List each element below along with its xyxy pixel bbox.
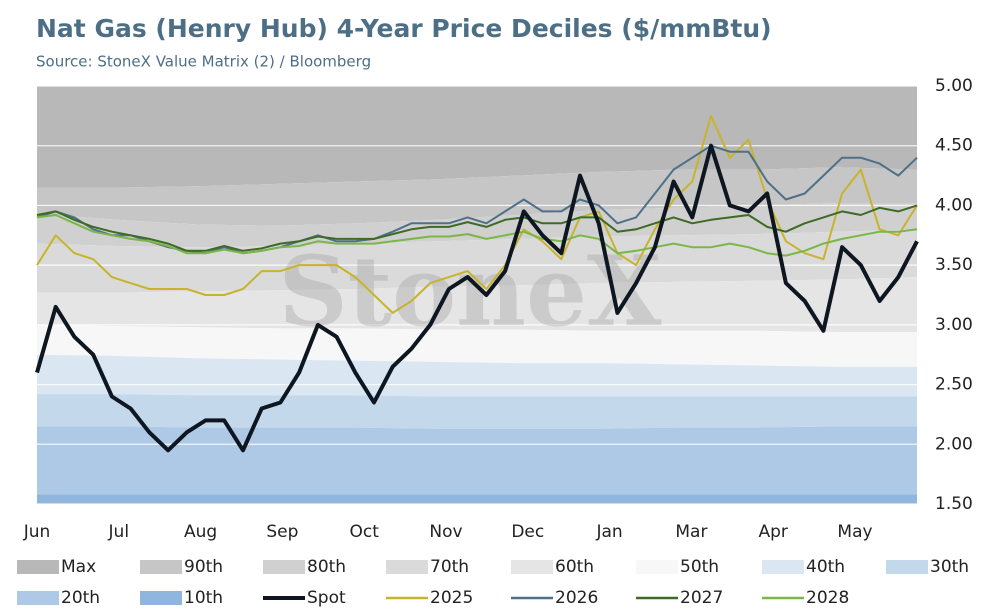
legend-swatch (140, 560, 182, 574)
legend-swatch (762, 560, 804, 574)
legend-swatch (386, 560, 428, 574)
y-tick-label: 5.00 (935, 76, 973, 96)
y-tick-label: 2.50 (935, 375, 973, 395)
series-line (36, 204, 918, 252)
legend-label: 40th (806, 557, 845, 577)
legend-swatch (17, 591, 59, 605)
y-tick-label: 4.00 (935, 195, 973, 215)
legend-label: 2027 (680, 588, 723, 608)
x-tick-label: Sep (266, 522, 298, 542)
legend-swatch (636, 560, 678, 574)
legend-label: 20th (61, 588, 100, 608)
y-tick-label: 4.50 (935, 136, 973, 156)
legend-label: Spot (307, 588, 346, 608)
decile-band (37, 394, 917, 429)
series-line (35, 143, 919, 453)
legend-label: 10th (184, 588, 223, 608)
legend-label: 70th (430, 557, 469, 577)
y-tick-label: 2.00 (935, 434, 973, 454)
legend-label: 2025 (430, 588, 473, 608)
legend-swatch (886, 560, 928, 574)
x-tick-label: Jun (23, 522, 51, 542)
x-tick-label: Nov (429, 522, 462, 542)
legend-label: 90th (184, 557, 223, 577)
decile-band (37, 494, 917, 504)
x-tick-label: Jul (108, 522, 130, 542)
chart-title: Nat Gas (Henry Hub) 4-Year Price Deciles… (36, 14, 772, 43)
x-tick-label: Jan (595, 522, 622, 542)
series-line (36, 214, 918, 257)
legend-label: 2026 (555, 588, 598, 608)
decile-band (37, 426, 917, 495)
x-tick-label: May (837, 522, 872, 542)
y-tick-label: 3.50 (935, 255, 973, 275)
legend-label: 60th (555, 557, 594, 577)
legend-swatch (17, 560, 59, 574)
chart-subtitle: Source: StoneX Value Matrix (2) / Bloomb… (36, 53, 371, 71)
x-tick-label: Oct (349, 522, 379, 542)
y-tick-label: 3.00 (935, 315, 973, 335)
x-tick-label: Apr (758, 522, 787, 542)
legend-swatch (263, 560, 305, 574)
legend-label: 80th (307, 557, 346, 577)
legend-label: Max (61, 557, 96, 577)
legend-swatch (511, 560, 553, 574)
x-tick-label: Aug (184, 522, 217, 542)
decile-band (37, 324, 917, 367)
watermark: StoneX (278, 235, 662, 348)
x-tick-label: Mar (675, 522, 707, 542)
legend-label: 30th (930, 557, 969, 577)
decile-band (37, 354, 917, 397)
y-tick-label: 1.50 (935, 494, 973, 514)
legend-label: 2028 (806, 588, 849, 608)
decile-band (37, 167, 917, 226)
legend-label: 50th (680, 557, 719, 577)
legend-swatch (140, 591, 182, 605)
decile-band (37, 277, 917, 332)
x-tick-label: Dec (511, 522, 544, 542)
